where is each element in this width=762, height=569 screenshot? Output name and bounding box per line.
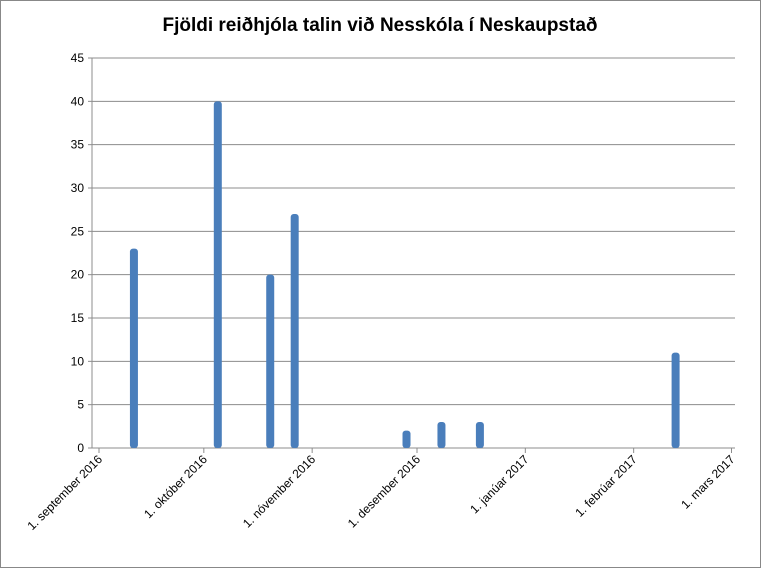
bar: [475, 422, 484, 448]
y-tick-label: 30: [71, 181, 85, 195]
bar: [266, 274, 275, 448]
y-tick-label: 40: [71, 94, 85, 108]
chart-title: Fjöldi reiðhjóla talin við Nesskóla í Ne…: [162, 15, 597, 36]
y-tick-label: 0: [77, 441, 84, 455]
bar: [402, 430, 411, 448]
bar: [129, 248, 138, 448]
y-tick-label: 45: [71, 51, 85, 65]
y-tick-label: 10: [71, 354, 85, 368]
bar: [213, 101, 222, 448]
bar: [671, 352, 680, 448]
y-tick-label: 20: [71, 268, 85, 282]
bar: [290, 214, 299, 448]
y-tick-label: 15: [71, 311, 85, 325]
y-tick-label: 35: [71, 138, 85, 152]
y-tick-label: 5: [77, 398, 84, 412]
y-tick-label: 25: [71, 224, 85, 238]
bar: [437, 422, 446, 448]
